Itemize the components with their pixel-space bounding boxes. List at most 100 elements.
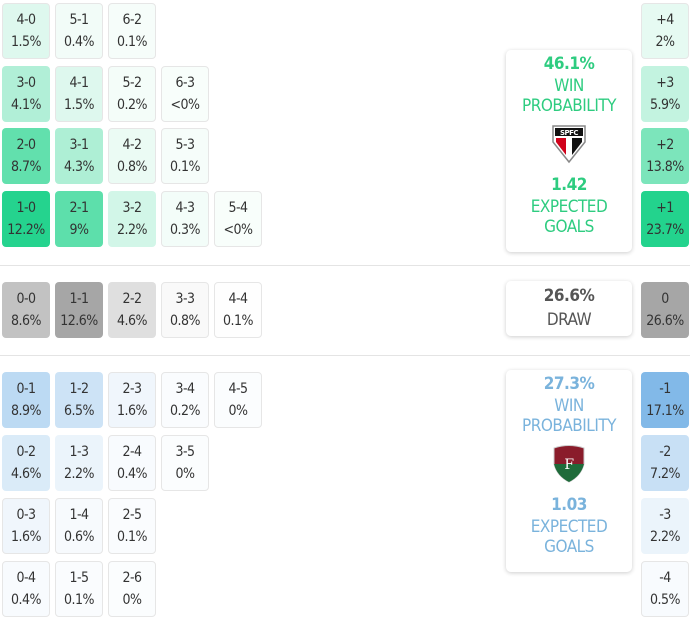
score-label: -2 <box>659 444 671 460</box>
score-label: 2-4 <box>122 444 142 460</box>
score-label: 3-2 <box>122 200 142 216</box>
probability-value: 1.6% <box>117 403 148 419</box>
probability-value: 5.9% <box>650 97 681 113</box>
home-score-cell: 4-0 1.5% <box>2 3 50 59</box>
score-label: 5-2 <box>122 75 142 91</box>
home-score-cell: 5-3 0.1% <box>161 128 209 184</box>
score-label: 5-3 <box>175 137 195 153</box>
score-label: 0-3 <box>16 507 36 523</box>
away-margin-cell: -1 17.1% <box>641 372 689 428</box>
home-score-cell: 4-3 0.3% <box>161 191 209 247</box>
away-win-pct: 27.3% <box>543 374 595 394</box>
home-summary: 46.1% WIN PROBABILITY SPFC 1.42 EXPECTED… <box>506 50 632 252</box>
away-score-cell: 1-3 2.2% <box>55 435 103 491</box>
away-summary: 27.3% WIN PROBABILITY F 1.03 EXPECTED GO… <box>506 370 632 572</box>
score-label: 3-3 <box>175 291 195 307</box>
probability-value: 13.8% <box>646 159 684 175</box>
probability-value: 17.1% <box>646 403 684 419</box>
divider-bottom <box>0 355 690 356</box>
fluminense-crest-icon: F <box>553 445 585 483</box>
score-label: +3 <box>656 75 674 91</box>
home-score-cell: 3-0 4.1% <box>2 66 50 122</box>
probability-value: 7.2% <box>650 466 681 482</box>
draw-margin-cell: 0 26.6% <box>641 282 689 338</box>
away-score-cell: 1-2 6.5% <box>55 372 103 428</box>
away-score-cell: 1-5 0.1% <box>55 561 103 617</box>
home-score-cell: 4-2 0.8% <box>108 128 156 184</box>
probability-value: 9% <box>69 222 89 238</box>
score-label: +2 <box>656 137 674 153</box>
probability-value: 0.4% <box>64 34 95 50</box>
svg-text:F: F <box>564 457 574 473</box>
away-margin-cell: -3 2.2% <box>641 498 689 554</box>
probability-value: 0.8% <box>117 159 148 175</box>
away-score-cell: 2-4 0.4% <box>108 435 156 491</box>
home-win-pct: 46.1% <box>543 54 595 74</box>
probability-value: 26.6% <box>646 313 684 329</box>
score-label: 5-1 <box>69 12 89 28</box>
probability-value: 4.6% <box>11 466 42 482</box>
score-label: 4-3 <box>175 200 195 216</box>
probability-value: 0% <box>228 403 248 419</box>
probability-value: 0% <box>175 466 195 482</box>
away-score-cell: 2-3 1.6% <box>108 372 156 428</box>
score-label: 6-2 <box>122 12 142 28</box>
home-score-cell: 5-2 0.2% <box>108 66 156 122</box>
score-label: 2-1 <box>69 200 89 216</box>
draw-score-cell: 2-2 4.6% <box>108 282 156 338</box>
probability-value: 8.7% <box>11 159 42 175</box>
probability-value: 0.8% <box>170 313 201 329</box>
home-xg: 1.42 <box>551 175 587 195</box>
probability-value: 0.1% <box>64 592 95 608</box>
score-label: -4 <box>659 570 671 586</box>
score-label: 2-6 <box>122 570 142 586</box>
score-label: 0-4 <box>16 570 36 586</box>
draw-summary: 26.6% DRAW <box>506 281 632 336</box>
score-label: +1 <box>656 200 674 216</box>
away-score-cell: 3-5 0% <box>161 435 209 491</box>
home-win-label: WIN PROBABILITY <box>521 76 617 116</box>
away-score-cell: 0-1 8.9% <box>2 372 50 428</box>
score-label: 0-0 <box>16 291 36 307</box>
score-label: 1-5 <box>69 570 89 586</box>
probability-value: 0.1% <box>170 159 201 175</box>
score-label: 4-4 <box>228 291 248 307</box>
home-score-cell: 5-4 <0% <box>214 191 262 247</box>
score-label: 1-2 <box>69 381 89 397</box>
away-score-cell: 0-2 4.6% <box>2 435 50 491</box>
probability-value: 1.5% <box>11 34 42 50</box>
probability-value: 2.2% <box>650 529 681 545</box>
probability-value: <0% <box>170 97 200 113</box>
probability-value: 2.2% <box>117 222 148 238</box>
home-score-cell: 6-3 <0% <box>161 66 209 122</box>
probability-value: 4.3% <box>64 159 95 175</box>
probability-value: 4.1% <box>11 97 42 113</box>
score-label: 1-4 <box>69 507 89 523</box>
probability-value: 8.9% <box>11 403 42 419</box>
spfc-crest-icon: SPFC <box>552 125 586 164</box>
away-score-cell: 1-4 0.6% <box>55 498 103 554</box>
score-label: 4-0 <box>16 12 36 28</box>
home-margin-cell: +3 5.9% <box>641 66 689 122</box>
draw-pct: 26.6% <box>543 286 595 306</box>
away-win-label: WIN PROBABILITY <box>521 396 617 436</box>
home-score-cell: 6-2 0.1% <box>108 3 156 59</box>
away-score-cell: 3-4 0.2% <box>161 372 209 428</box>
score-label: +4 <box>656 12 674 28</box>
score-label: 0-1 <box>16 381 36 397</box>
probability-value: 0.2% <box>117 97 148 113</box>
away-xg: 1.03 <box>551 495 587 515</box>
probability-value: 1.6% <box>11 529 42 545</box>
score-label: 3-1 <box>69 137 89 153</box>
score-label: 0-2 <box>16 444 36 460</box>
away-score-cell: 4-5 0% <box>214 372 262 428</box>
home-margin-cell: +2 13.8% <box>641 128 689 184</box>
score-label: 3-4 <box>175 381 195 397</box>
probability-value: 0.6% <box>64 529 95 545</box>
score-label: 3-0 <box>16 75 36 91</box>
score-label: -3 <box>659 507 671 523</box>
probability-value: 0.4% <box>11 592 42 608</box>
probability-value: 8.6% <box>11 313 42 329</box>
score-label: 2-5 <box>122 507 142 523</box>
draw-score-cell: 0-0 8.6% <box>2 282 50 338</box>
